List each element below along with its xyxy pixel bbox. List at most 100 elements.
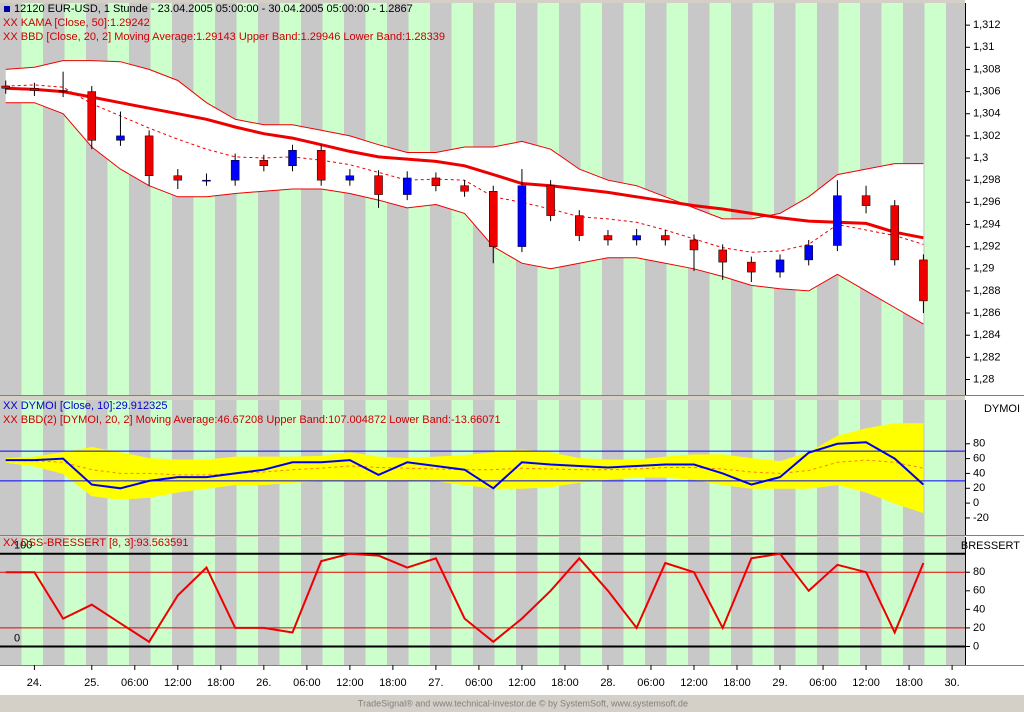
y-tick-label: 60 — [973, 585, 985, 597]
candle-body — [230, 159, 240, 181]
time-axis-background — [0, 665, 1024, 695]
y-tick-label: 20 — [973, 622, 985, 634]
indicator-legend: XX BBD(2) [DYMOI, 20, 2] Moving Average:… — [3, 414, 501, 426]
band-upper — [5, 423, 924, 463]
stripe — [709, 3, 731, 395]
stripe — [795, 537, 817, 665]
stripe — [279, 537, 301, 665]
candle-body — [259, 159, 269, 167]
stripe — [172, 3, 194, 395]
stripe — [903, 537, 925, 665]
candle-body — [489, 190, 498, 247]
candle-body — [861, 195, 871, 206]
y-tick-label: 0 — [973, 640, 979, 652]
stripe — [150, 537, 172, 665]
stripe — [258, 3, 280, 395]
stripe — [537, 537, 559, 665]
stripe — [602, 537, 624, 665]
y-tick-label: 1,286 — [973, 307, 1001, 319]
x-tick-label: 12:00 — [336, 677, 364, 689]
stripe — [0, 400, 22, 535]
x-tick-label: 27. — [428, 677, 443, 689]
stripe — [666, 3, 688, 395]
candle-body — [804, 245, 813, 261]
y-tick-label: 60 — [973, 453, 985, 465]
stripe — [860, 537, 882, 665]
candle-body — [30, 88, 39, 91]
stripe — [21, 400, 43, 535]
stripe — [322, 537, 344, 665]
stripe — [731, 3, 753, 395]
y-tick-label: 1,282 — [973, 351, 1001, 363]
indicator-legend: XX DYMOI [Close, 10]:29.912325 — [3, 400, 167, 412]
stripe — [236, 537, 258, 665]
panel-label: BRESSERT — [961, 540, 1020, 552]
candle-body — [374, 175, 383, 195]
x-tick-label: 18:00 — [207, 677, 235, 689]
candle-body — [345, 175, 355, 181]
stripe — [688, 537, 710, 665]
x-tick-label: 12:00 — [508, 677, 536, 689]
indicator-legend: XX KAMA [Close, 50]:1.29242 — [3, 17, 150, 29]
candle-body — [919, 259, 928, 302]
x-tick-label: 24. — [27, 677, 42, 689]
stripe — [924, 400, 946, 535]
x-tick-label: 06:00 — [809, 677, 837, 689]
y-tick-label: 1,28 — [973, 373, 994, 385]
stripe — [150, 3, 172, 395]
stripe — [279, 3, 301, 395]
candle-body — [1, 85, 10, 89]
stripe — [0, 3, 22, 395]
stripe — [258, 537, 280, 665]
stripe — [86, 537, 108, 665]
stripe — [946, 537, 965, 665]
stripe — [645, 537, 667, 665]
stripe — [580, 537, 602, 665]
indicator-line — [5, 441, 925, 490]
stripe — [387, 537, 409, 665]
stripe — [752, 537, 774, 665]
title-icon — [4, 6, 10, 12]
stripe — [451, 537, 473, 665]
stripe — [473, 537, 495, 665]
band-fill — [5, 423, 924, 513]
x-tick-label: 06:00 — [293, 677, 321, 689]
y-tick-label: 80 — [973, 438, 985, 450]
y-tick-label: 1,3 — [973, 152, 988, 164]
candle-body — [202, 179, 211, 182]
axis-background — [965, 0, 1024, 665]
y-tick-label: 1,31 — [973, 41, 994, 53]
y-tick-label: 1,296 — [973, 196, 1001, 208]
y-tick-label: 1,304 — [973, 108, 1001, 120]
stripe — [623, 537, 645, 665]
x-tick-label: 12:00 — [680, 677, 708, 689]
x-tick-label: 30. — [944, 677, 959, 689]
candle-body — [632, 235, 641, 241]
candle-body — [173, 175, 183, 181]
stripe — [752, 3, 774, 395]
x-tick-label: 06:00 — [121, 677, 149, 689]
y-tick-label: 80 — [973, 566, 985, 578]
stripe — [924, 537, 946, 665]
x-tick-label: 18:00 — [551, 677, 579, 689]
footer: TradeSignal® and www.technical-investor.… — [358, 698, 688, 708]
stripe — [946, 3, 965, 395]
x-tick-label: 28. — [600, 677, 615, 689]
y-tick-label: 0 — [973, 497, 979, 509]
left-tick-label: 0 — [14, 632, 20, 644]
x-tick-label: 29. — [772, 677, 787, 689]
candle-body — [288, 150, 297, 167]
y-tick-label: 20 — [973, 482, 985, 494]
stripe — [193, 3, 215, 395]
stripe — [21, 3, 43, 395]
stripe — [107, 537, 129, 665]
stripe — [688, 3, 710, 395]
candle-body — [747, 261, 756, 273]
candle-body — [402, 177, 412, 195]
candle-body — [833, 195, 842, 246]
y-tick-label: 1,288 — [973, 285, 1001, 297]
stripe — [322, 3, 344, 395]
x-tick-label: 12:00 — [852, 677, 880, 689]
stripe — [43, 537, 65, 665]
x-tick-label: 06:00 — [637, 677, 665, 689]
